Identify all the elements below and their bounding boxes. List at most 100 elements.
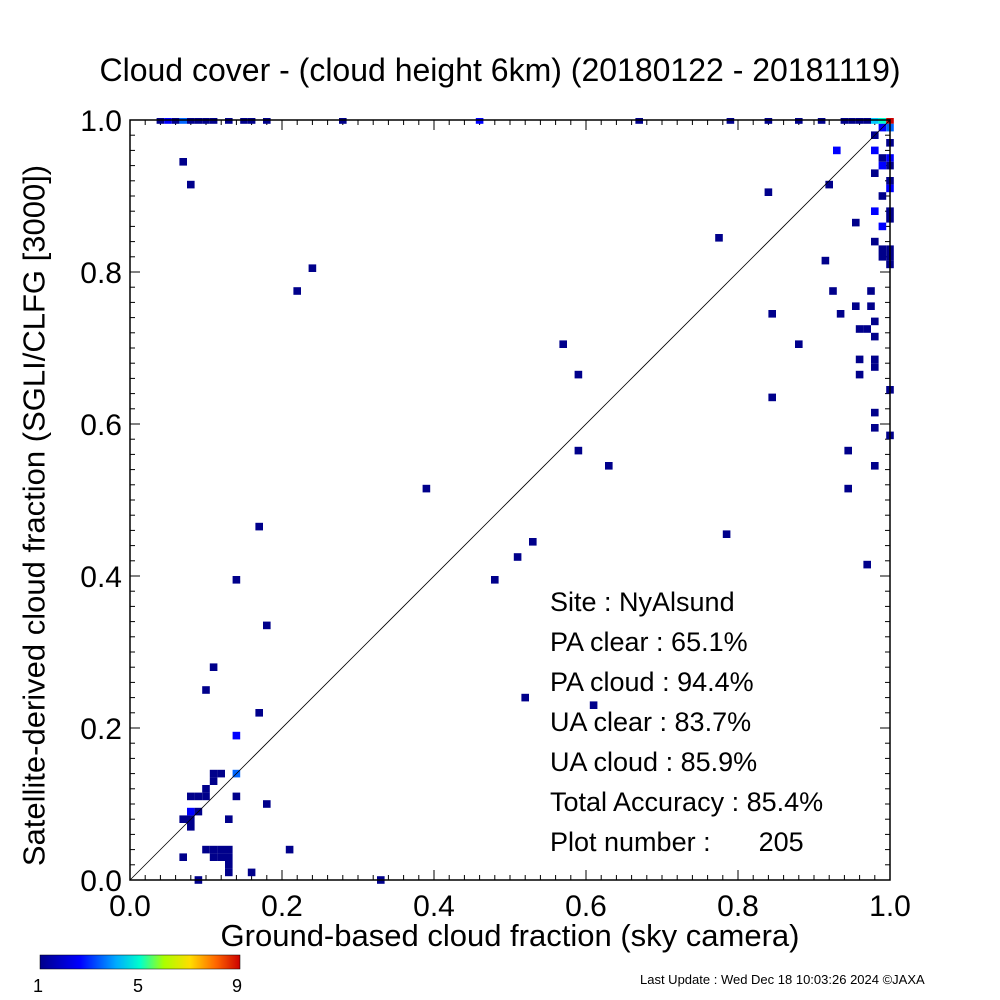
data-point	[871, 332, 879, 341]
data-point	[871, 317, 879, 326]
data-point	[574, 446, 583, 455]
chart-title: Cloud cover - (cloud height 6km) (201801…	[99, 52, 901, 88]
data-point	[871, 462, 879, 470]
data-point	[722, 530, 731, 538]
data-point	[829, 287, 837, 295]
x-tick-label: 1.0	[869, 890, 911, 923]
stat-plot-number: Plot number : 205	[550, 822, 823, 862]
plot-frame	[129, 119, 891, 881]
data-point	[844, 446, 852, 455]
data-point	[225, 815, 233, 823]
data-point	[878, 192, 887, 200]
last-update: Last Update : Wed Dec 18 10:03:26 2024 ©…	[640, 972, 925, 987]
y-tick-label: 1.0	[80, 105, 122, 138]
data-point	[179, 158, 187, 166]
y-axis-label: Satellite-derived cloud fraction (SGLI/C…	[16, 164, 52, 867]
data-point	[339, 118, 347, 124]
data-point	[863, 118, 871, 124]
data-point	[217, 769, 225, 778]
data-point	[209, 118, 218, 124]
data-point	[871, 424, 879, 432]
y-tick-label: 0.4	[80, 561, 122, 594]
data-point	[225, 853, 233, 861]
data-point	[209, 853, 218, 861]
data-point	[263, 621, 271, 630]
data-point	[194, 118, 203, 124]
tick-labels: 0.0 0.2 0.4 0.6 0.8 1.0 0.0 0.2 0.4 0.6 0.8 1.0	[80, 105, 911, 923]
data-point	[878, 154, 887, 162]
data-point	[232, 576, 241, 584]
data-point	[209, 769, 218, 778]
data-point	[255, 709, 263, 717]
data-point	[225, 118, 233, 124]
data-point	[209, 845, 218, 854]
stat-site: Site : NyAlsund	[550, 587, 735, 617]
data-point	[202, 845, 210, 854]
data-point	[308, 264, 317, 272]
data-point	[863, 560, 871, 569]
stats-box: Site : NyAlsund PA clear : 65.1% PA clou…	[550, 582, 823, 862]
data-point	[852, 302, 860, 310]
colorbar-label-max: 9	[232, 976, 243, 996]
data-point	[247, 868, 256, 877]
data-point	[247, 118, 256, 124]
colorbar-label-min: 1	[33, 976, 44, 996]
data-point	[232, 731, 241, 740]
data-point	[232, 792, 241, 801]
data-point	[187, 118, 195, 124]
data-point	[817, 118, 826, 124]
data-point	[878, 245, 887, 253]
colorbar-label-mid: 5	[133, 976, 144, 996]
data-point	[187, 792, 195, 801]
data-point	[867, 287, 875, 295]
data-point	[852, 218, 860, 227]
data-point	[855, 118, 864, 124]
data-point	[521, 693, 529, 702]
y-tick-label: 0.8	[80, 257, 122, 290]
data-point	[871, 408, 879, 417]
data-point	[225, 861, 233, 869]
data-point	[187, 807, 195, 816]
data-point	[855, 370, 864, 379]
data-point	[871, 363, 879, 371]
stat-ua-clear: UA clear : 83.7%	[550, 707, 752, 737]
data-point	[878, 222, 887, 231]
plot-number-value: 205	[758, 827, 804, 857]
data-point	[764, 118, 773, 124]
data-point	[513, 553, 522, 561]
data-point	[871, 146, 879, 155]
data-point	[202, 785, 210, 793]
data-point	[202, 118, 210, 124]
data-point	[768, 393, 776, 402]
plot-number-label: Plot number :	[550, 827, 711, 857]
data-point	[635, 118, 643, 124]
data-point	[285, 845, 294, 854]
one-to-one-line	[129, 119, 891, 881]
data-point	[217, 853, 225, 861]
y-tick-label: 0.0	[80, 865, 122, 898]
data-point	[491, 576, 499, 584]
y-tick-label: 0.2	[80, 713, 122, 746]
stat-total-accuracy: Total Accuracy : 85.4%	[550, 787, 824, 817]
data-point	[589, 701, 598, 709]
data-point	[202, 686, 210, 694]
data-point	[878, 253, 887, 261]
data-point	[263, 118, 271, 124]
x-tick-label: 0.8	[717, 890, 759, 923]
data-point	[209, 663, 218, 671]
data-point	[768, 310, 776, 318]
colorbar	[39, 954, 241, 970]
data-point	[844, 484, 852, 493]
data-point	[871, 118, 879, 124]
data-point	[840, 118, 849, 124]
data-point	[795, 118, 803, 124]
data-point	[187, 823, 195, 831]
data-point	[293, 287, 301, 295]
data-point	[240, 118, 248, 124]
data-point	[179, 853, 187, 861]
data-point	[855, 355, 864, 364]
data-point	[821, 256, 830, 265]
data-point	[529, 538, 537, 546]
x-tick-label: 0.2	[261, 890, 303, 923]
